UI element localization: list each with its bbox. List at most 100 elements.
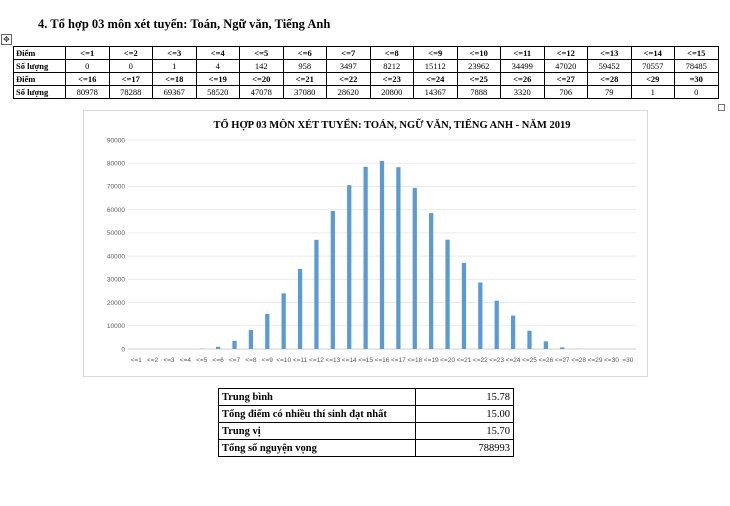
score-cell: <29 bbox=[630, 72, 675, 86]
x-tick-label: <=23 bbox=[489, 357, 504, 364]
score-cell: <=6 bbox=[282, 46, 327, 60]
score-cell: <=1 bbox=[65, 46, 110, 60]
score-cell: <=4 bbox=[195, 46, 240, 60]
x-tick-label: <=7 bbox=[229, 357, 241, 364]
count-cell: 15112 bbox=[413, 59, 458, 73]
score-cell: <=8 bbox=[369, 46, 414, 60]
score-cell: <=26 bbox=[500, 72, 545, 86]
x-tick-label: <=25 bbox=[522, 357, 537, 364]
row-label-count: Số lượng bbox=[13, 85, 66, 99]
count-cell: 958 bbox=[282, 59, 327, 73]
y-tick-label: 20000 bbox=[107, 300, 125, 307]
y-tick-label: 90000 bbox=[107, 137, 125, 144]
score-cell: <=3 bbox=[152, 46, 197, 60]
count-cell: 79 bbox=[587, 85, 632, 99]
count-cell: 70557 bbox=[630, 59, 675, 73]
bar bbox=[297, 268, 303, 349]
y-tick-label: 30000 bbox=[107, 277, 125, 284]
count-cell: 28620 bbox=[326, 85, 371, 99]
x-tick-label: <=8 bbox=[245, 357, 257, 364]
stats-label: Tổng số nguyện vọng bbox=[218, 439, 416, 457]
bar bbox=[396, 167, 401, 349]
count-cell: 1 bbox=[152, 59, 197, 73]
score-cell: <=9 bbox=[413, 46, 458, 60]
x-tick-label: <=5 bbox=[196, 357, 208, 364]
bar bbox=[445, 239, 450, 349]
x-tick-label: <=11 bbox=[293, 357, 308, 364]
score-cell: <=17 bbox=[108, 72, 153, 86]
score-cell: <=27 bbox=[543, 72, 588, 86]
count-cell: 0 bbox=[108, 59, 153, 73]
x-tick-label: <=16 bbox=[375, 357, 390, 364]
stats-row: Trung bình 15.78 bbox=[218, 388, 514, 406]
x-tick-label: <=29 bbox=[588, 357, 603, 364]
count-cell: 14367 bbox=[413, 85, 458, 99]
count-cell: 0 bbox=[65, 59, 110, 73]
count-cell: 7888 bbox=[456, 85, 501, 99]
y-tick-label: 50000 bbox=[107, 230, 125, 237]
stats-row: Tổng điểm có nhiều thí sinh đạt nhất 15.0… bbox=[218, 405, 514, 423]
count-cell: 20800 bbox=[369, 85, 414, 99]
bar bbox=[215, 346, 221, 349]
x-tick-label: <=4 bbox=[180, 357, 192, 364]
score-cell: <=28 bbox=[587, 72, 632, 86]
score-cell: <=23 bbox=[369, 72, 414, 86]
y-tick-label: 80000 bbox=[107, 161, 125, 168]
score-cell: <=7 bbox=[326, 46, 371, 60]
count-cell: 0 bbox=[674, 85, 719, 99]
bar bbox=[314, 239, 319, 349]
count-cell: 3320 bbox=[500, 85, 545, 99]
chart-container: TỔ HỢP 03 MÔN XÉT TUYỂN: TOÁN, NGỮ VĂN, … bbox=[83, 110, 648, 377]
bar bbox=[363, 166, 368, 349]
x-tick-label: <=14 bbox=[342, 357, 357, 364]
x-tick-label: <=18 bbox=[407, 357, 422, 364]
count-row-1: Số lượng 0 0 1 4 142 958 3497 8212 15112 23962 3449… bbox=[13, 59, 719, 73]
count-cell: 34499 bbox=[500, 59, 545, 73]
score-cell: <=5 bbox=[239, 46, 284, 60]
bar bbox=[347, 185, 352, 349]
table-move-icon[interactable]: ✥ bbox=[1, 34, 12, 45]
stats-value: 15.70 bbox=[415, 422, 514, 440]
bar bbox=[494, 300, 499, 349]
stats-value: 15.00 bbox=[415, 405, 514, 423]
count-cell: 47078 bbox=[239, 85, 284, 99]
bar bbox=[478, 282, 483, 349]
count-cell: 23962 bbox=[456, 59, 501, 73]
row-label-score: Điểm bbox=[13, 46, 66, 60]
x-tick-label: <=21 bbox=[457, 357, 472, 364]
x-tick-label: <=12 bbox=[309, 357, 324, 364]
x-tick-label: <=27 bbox=[555, 357, 570, 364]
score-table: Điểm <=1 <=2 <=3 <=4 <=5 <=6 <=7 <=8 <=9 <=10 <=11 <… bbox=[13, 46, 719, 99]
stats-value: 788993 bbox=[415, 439, 514, 457]
x-tick-label: =30 bbox=[622, 357, 633, 364]
x-tick-label: <=30 bbox=[604, 357, 619, 364]
bar bbox=[379, 160, 385, 349]
x-tick-label: <=6 bbox=[213, 357, 225, 364]
count-row-2: Số lượng 80978 78288 69367 58520 47078 37080 28… bbox=[13, 85, 719, 99]
count-cell: 706 bbox=[543, 85, 588, 99]
score-cell: <=15 bbox=[674, 46, 719, 60]
bar bbox=[281, 293, 286, 349]
score-cell: <=16 bbox=[65, 72, 110, 86]
count-cell: 59452 bbox=[587, 59, 632, 73]
bar bbox=[461, 262, 467, 349]
y-tick-label: 40000 bbox=[107, 253, 125, 260]
x-tick-label: <=1 bbox=[131, 357, 143, 364]
x-tick-label: <=2 bbox=[147, 357, 159, 364]
y-tick-label: 0 bbox=[121, 346, 125, 353]
bar bbox=[527, 330, 532, 349]
x-tick-label: <=20 bbox=[440, 357, 455, 364]
bar bbox=[330, 210, 335, 349]
x-tick-label: <=17 bbox=[391, 357, 406, 364]
score-cell: <=25 bbox=[456, 72, 501, 86]
score-cell: <=19 bbox=[195, 72, 240, 86]
score-cell: <=21 bbox=[282, 72, 327, 86]
score-cell: <=24 bbox=[413, 72, 458, 86]
count-cell: 4 bbox=[195, 59, 240, 73]
count-cell: 3497 bbox=[326, 59, 371, 73]
x-tick-label: <=15 bbox=[358, 357, 373, 364]
bar bbox=[560, 347, 565, 349]
table-resize-handle[interactable] bbox=[718, 104, 725, 111]
x-tick-label: <=9 bbox=[262, 357, 274, 364]
bar-chart: TỔ HỢP 03 MÔN XÉT TUYỂN: TOÁN, NGỮ VĂN, … bbox=[107, 118, 636, 364]
